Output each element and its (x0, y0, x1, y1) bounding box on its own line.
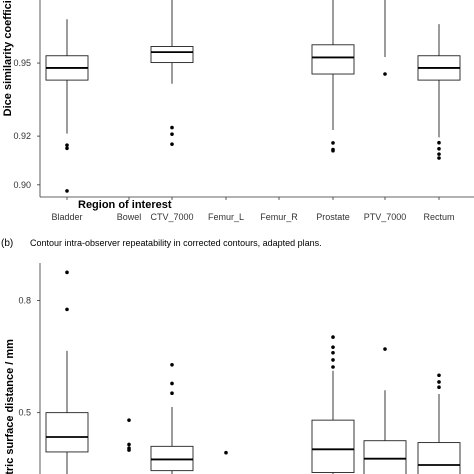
outlier-point (65, 146, 69, 151)
x-tick-label: Rectum (423, 212, 454, 222)
outlier-point (437, 146, 441, 151)
outlier-point (127, 442, 131, 447)
outlier-point (65, 143, 69, 147)
outlier-point (65, 189, 69, 193)
y-axis-label: etric surface distance / mm (4, 339, 16, 474)
outlier-point (383, 347, 387, 351)
outlier-point (437, 373, 441, 378)
box-iqr (150, 46, 194, 64)
x-tick-label: Bladder (51, 212, 82, 222)
outlier-point (170, 125, 174, 130)
outlier-point (437, 385, 441, 390)
y-tick-label: 0.90 (13, 180, 31, 190)
outlier-point (331, 335, 335, 339)
y-tick-label: 0.92 (13, 131, 31, 141)
y-tick-label: 0.5 (18, 408, 31, 418)
box-iqr (311, 419, 355, 473)
box-iqr (311, 44, 355, 75)
outlier-point (65, 270, 69, 275)
outlier-point (127, 448, 131, 452)
outlier-point (170, 381, 174, 386)
outlier-point (331, 358, 335, 362)
outlier-point (170, 391, 174, 396)
box-iqr (417, 442, 461, 474)
outlier-point (127, 418, 131, 422)
x-tick-label: Femur_R (260, 212, 298, 222)
y-axis-label: Dice similarity coefficient (2, 0, 14, 116)
y-tick-label: 0.95 (13, 58, 31, 68)
panel-caption: Contour intra-observer repeatability in … (30, 238, 322, 248)
outlier-point (437, 380, 441, 384)
x-tick-label: Prostate (316, 212, 350, 222)
outlier-point (170, 132, 174, 136)
outlier-point (437, 156, 441, 160)
x-tick-label: Femur_L (208, 212, 244, 222)
box-iqr (45, 412, 89, 453)
y-tick-label: 0.8 (18, 295, 31, 305)
x-tick-label: Bowel (117, 212, 142, 222)
outlier-point (224, 450, 228, 455)
outlier-point (331, 350, 335, 355)
outlier-point (331, 148, 335, 153)
outlier-point (437, 140, 441, 145)
outlier-point (65, 307, 69, 312)
box-iqr (363, 440, 407, 474)
panel-label: (b) (1, 238, 13, 249)
outlier-point (331, 345, 335, 349)
x-axis-label: Region of interest (78, 199, 172, 211)
x-tick-label: CTV_7000 (150, 212, 193, 222)
outlier-point (383, 72, 387, 76)
x-tick-label: PTV_7000 (364, 212, 407, 222)
panel-b: 0.5 0.8 etric surface distance / mm (b) Cont… (1, 238, 461, 474)
outlier-point (170, 142, 174, 146)
outlier-point (437, 152, 441, 156)
outlier-point (331, 141, 335, 145)
outlier-point (331, 365, 335, 369)
box-iqr (150, 445, 194, 472)
outlier-point (170, 362, 174, 367)
